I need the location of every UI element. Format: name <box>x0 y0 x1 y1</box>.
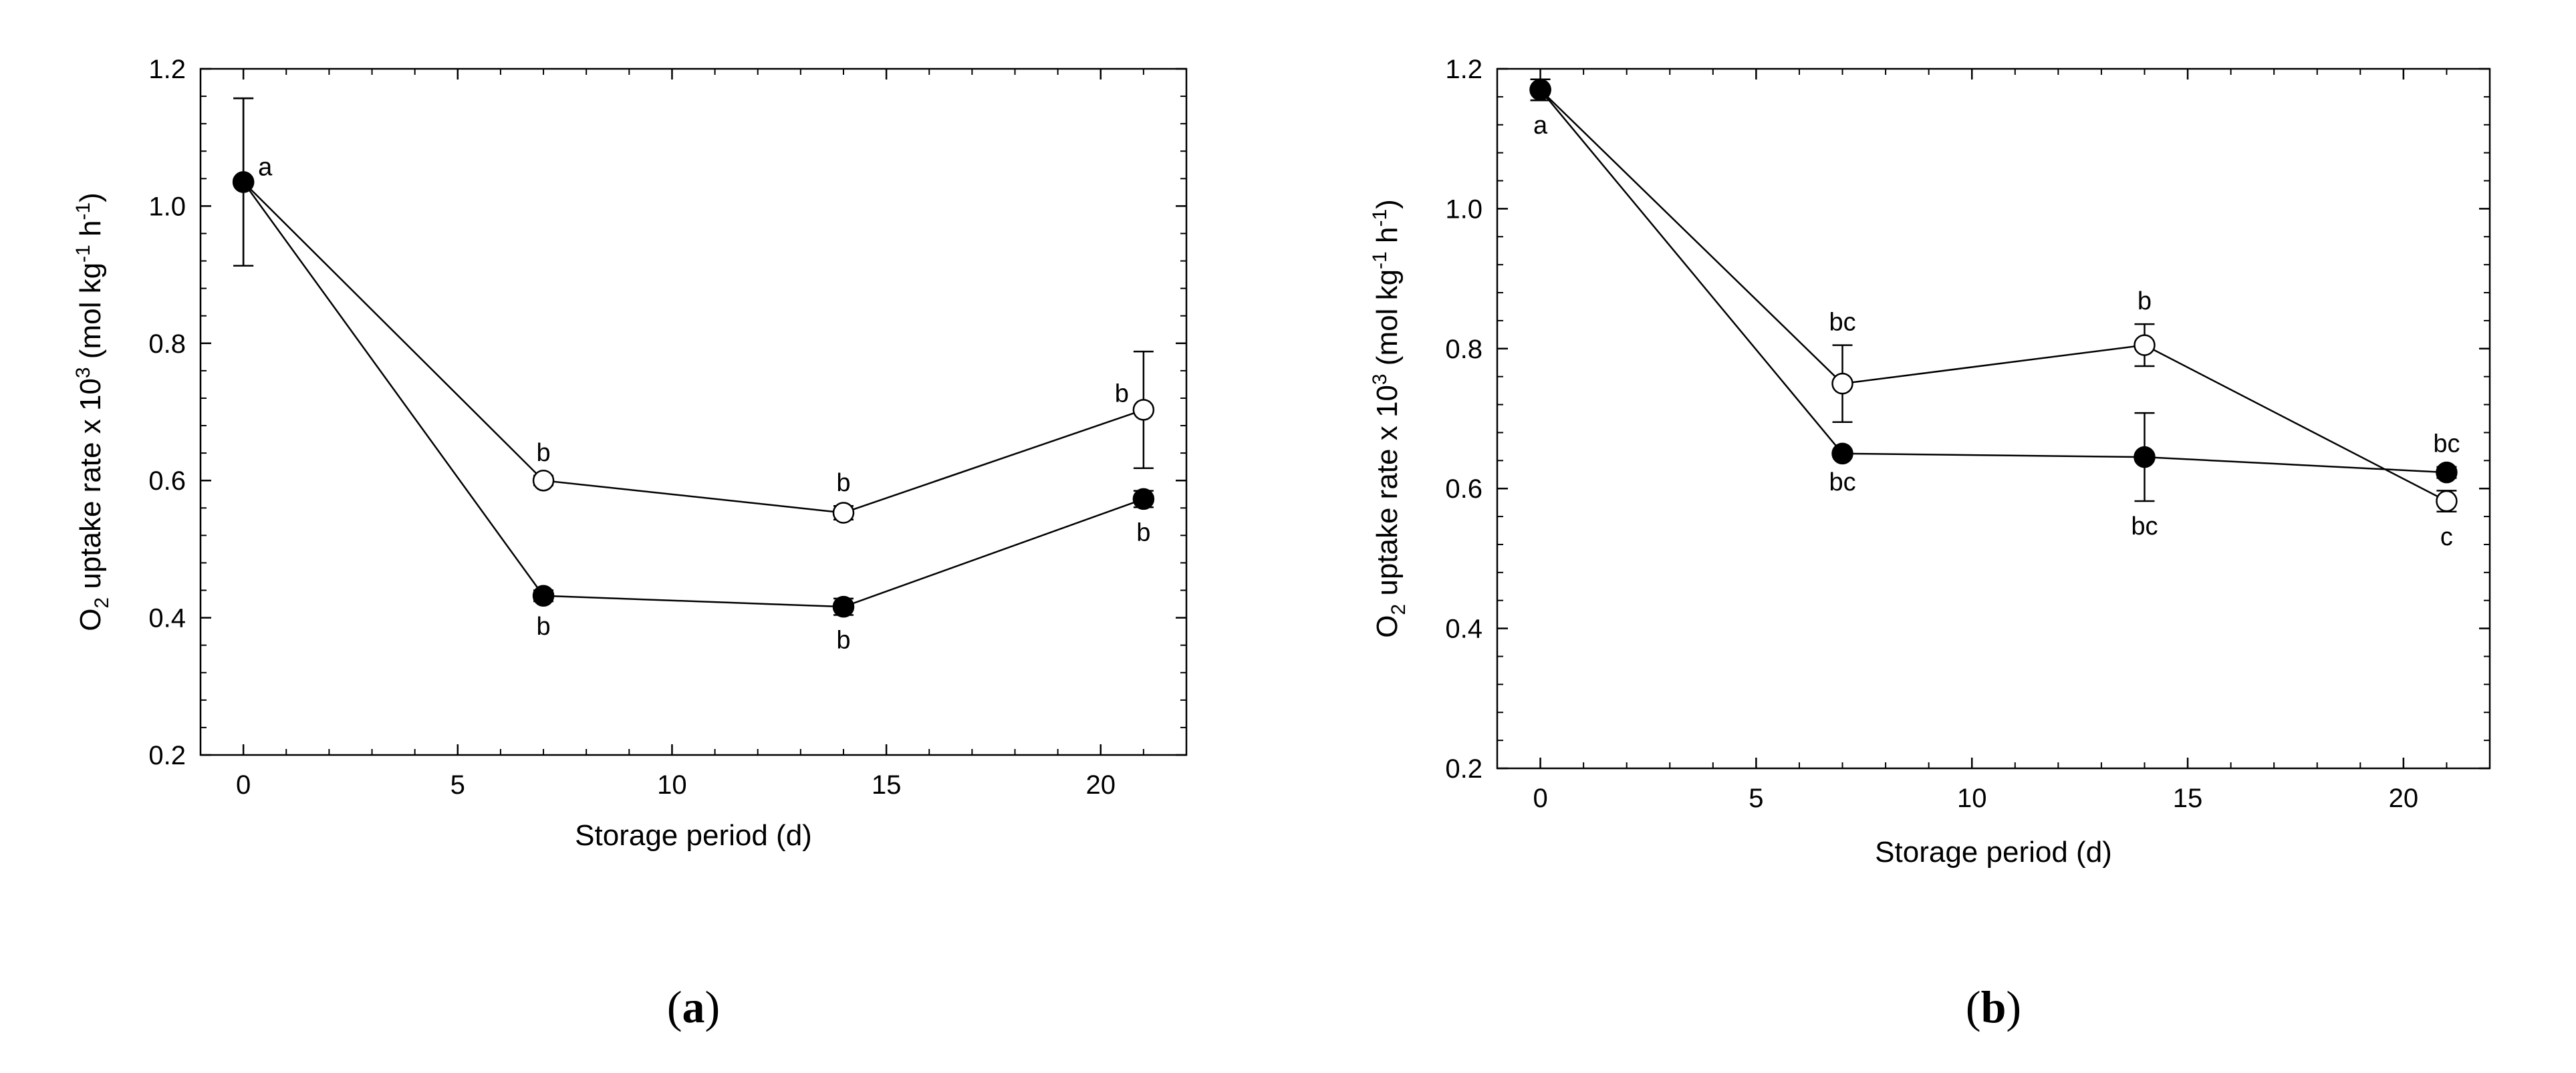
y-tick-label: 1.0 <box>148 192 186 221</box>
data-point <box>1831 442 1853 465</box>
x-axis-title: Storage period (d) <box>575 819 812 852</box>
significance-label: b <box>2138 287 2152 315</box>
significance-label: bc <box>1829 309 1855 337</box>
chart-panel-a: 0 5 10 15 20 0.2 0.4 0.6 0.8 1.0 1.2 Storage period… <box>72 55 1188 1032</box>
significance-label: bc <box>1829 468 1855 496</box>
significance-label: a <box>258 153 273 181</box>
y-tick-label: 0.2 <box>1445 754 1483 784</box>
panel-label: (b) <box>1966 981 2021 1032</box>
series-line <box>1539 89 2447 474</box>
data-point <box>532 469 555 492</box>
x-tick-label: 5 <box>1749 784 1763 813</box>
significance-label: bc <box>2433 430 2460 458</box>
series-line <box>243 181 1144 608</box>
x-tick-label: 10 <box>657 770 687 800</box>
significance-label: bc <box>2131 512 2158 541</box>
data-point <box>832 595 855 618</box>
data-point <box>1831 372 1853 395</box>
significance-label: a <box>1533 112 1548 140</box>
y-tick-label: 0.8 <box>148 329 186 359</box>
series-line <box>1539 89 2448 502</box>
x-tick-label: 20 <box>1085 770 1116 800</box>
panel-label: (a) <box>667 981 720 1032</box>
plot-frame <box>1496 67 2491 770</box>
data-point <box>232 171 255 193</box>
series-line <box>243 181 1144 514</box>
x-tick-label: 15 <box>872 770 902 800</box>
y-tick-label: 0.6 <box>148 466 186 496</box>
data-point <box>2436 461 2458 484</box>
data-point <box>2436 490 2458 512</box>
data-point <box>2134 334 2156 356</box>
data-point <box>2134 446 2156 468</box>
x-tick-label: 0 <box>236 770 251 800</box>
y-tick-label: 0.2 <box>148 741 186 770</box>
series-open: b b b <box>232 97 1155 524</box>
series-filled: a b b b <box>232 97 1155 654</box>
x-tick-label: 0 <box>1533 784 1547 813</box>
y-tick-label: 1.2 <box>1445 55 1483 84</box>
y-tick-label: 0.6 <box>1445 474 1483 504</box>
chart-panel-b: 0 5 10 15 20 0.2 0.4 0.6 0.8 1.0 1.2 Storage period… <box>1369 55 2491 1032</box>
x-axis-title: Storage period (d) <box>1875 836 2112 869</box>
data-point <box>1132 488 1155 510</box>
significance-label: b <box>536 439 550 467</box>
significance-label: b <box>836 469 850 497</box>
data-point <box>1529 79 1551 101</box>
significance-label: b <box>1115 379 1129 408</box>
data-point <box>1132 399 1155 421</box>
plot-frame <box>199 67 1188 756</box>
significance-label: b <box>836 626 850 654</box>
x-tick-label: 10 <box>1957 784 1987 813</box>
x-tick-label: 20 <box>2389 784 2419 813</box>
significance-label: b <box>1136 518 1150 547</box>
series-filled: a bc bc bc <box>1529 78 2460 541</box>
significance-label: c <box>2440 523 2453 551</box>
data-point <box>832 502 855 524</box>
x-tick-label: 5 <box>450 770 465 800</box>
y-tick-label: 0.8 <box>1445 335 1483 364</box>
y-axis-title: O2 uptake rate x 103 (mol kg-1 h-1) <box>1369 199 1410 638</box>
significance-label: b <box>536 613 550 641</box>
y-tick-label: 0.4 <box>1445 615 1483 644</box>
x-tick-label: 15 <box>2173 784 2203 813</box>
y-tick-label: 0.4 <box>148 604 186 633</box>
data-point <box>532 585 555 607</box>
y-tick-label: 1.0 <box>1445 194 1483 224</box>
y-axis-title: O2 uptake rate x 103 (mol kg-1 h-1) <box>72 192 113 631</box>
y-tick-label: 1.2 <box>148 55 186 84</box>
